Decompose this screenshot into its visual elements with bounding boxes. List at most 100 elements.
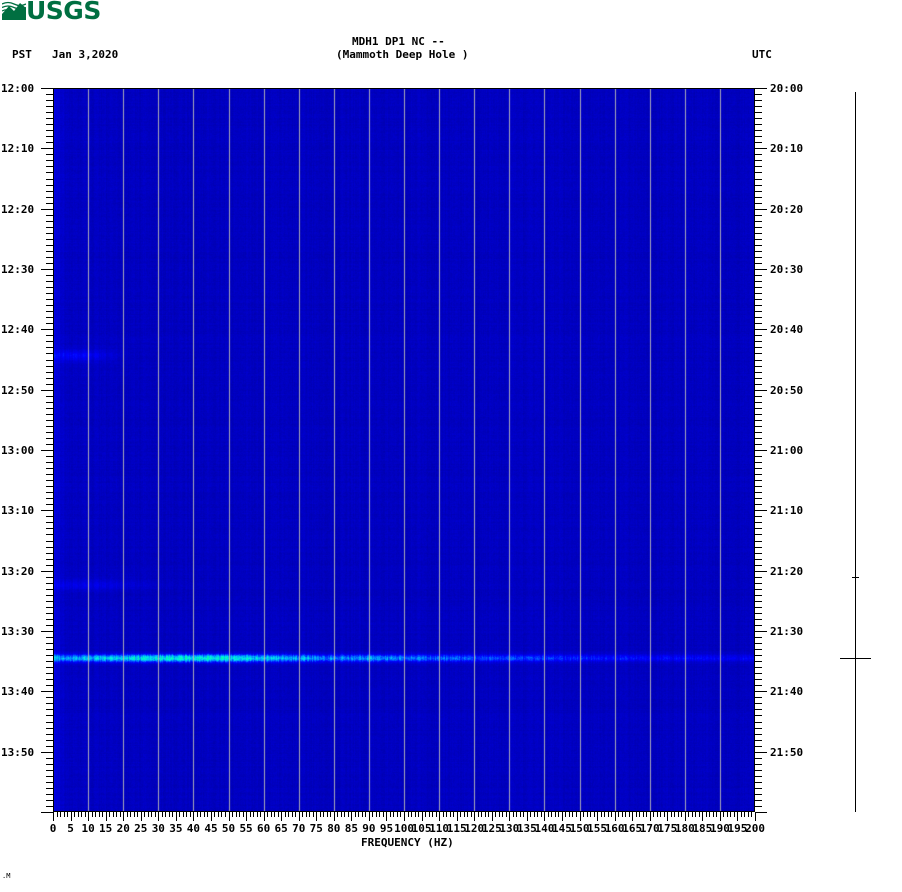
time-axis-utc-minor-tick: [755, 776, 762, 777]
frequency-axis-label: 15: [99, 822, 113, 835]
frequency-axis-minor-tick: [92, 812, 93, 817]
time-axis-pst-minor-tick: [46, 172, 53, 173]
frequency-axis-major-tick: [580, 812, 581, 821]
frequency-axis-minor-tick: [660, 812, 661, 817]
frequency-axis-minor-tick: [151, 812, 152, 817]
frequency-axis-minor-tick: [520, 812, 521, 817]
frequency-axis-minor-tick: [183, 812, 184, 817]
frequency-axis-minor-tick: [207, 812, 208, 817]
usgs-logo: USGS: [1, 0, 101, 26]
time-axis-pst-minor-tick: [46, 685, 53, 686]
frequency-axis-minor-tick: [537, 812, 538, 817]
frequency-axis-minor-tick: [74, 812, 75, 817]
frequency-axis-minor-tick: [172, 812, 173, 817]
time-axis-pst-minor-tick: [46, 728, 53, 729]
frequency-axis-minor-tick: [330, 812, 331, 817]
frequency-axis-label: 115: [446, 822, 467, 835]
time-axis-utc-minor-tick: [755, 607, 762, 608]
time-axis-pst-minor-tick: [46, 468, 53, 469]
frequency-axis-minor-tick: [257, 812, 258, 817]
frequency-axis-minor-tick: [534, 812, 535, 817]
time-axis-utc-major-tick: [755, 571, 767, 572]
time-axis-utc-minor-tick: [755, 728, 762, 729]
frequency-axis-label: 105: [411, 822, 432, 835]
time-axis-pst-minor-tick: [46, 722, 53, 723]
time-axis-utc-major-tick: [755, 269, 767, 270]
time-axis-utc-minor-tick: [755, 420, 762, 421]
time-axis-utc-minor-tick: [755, 589, 762, 590]
usgs-wordmark: USGS: [26, 0, 101, 25]
frequency-axis-minor-tick: [327, 812, 328, 817]
time-axis-utc-minor-tick: [755, 215, 762, 216]
time-axis-pst-major-tick: [41, 209, 53, 210]
time-axis-pst-minor-tick: [46, 643, 53, 644]
time-axis-utc-minor-tick: [755, 366, 762, 367]
frequency-axis-minor-tick: [292, 812, 293, 817]
time-axis-utc-minor-tick: [755, 800, 762, 801]
frequency-axis-minor-tick: [288, 812, 289, 817]
frequency-axis-major-tick: [281, 812, 282, 821]
frequency-axis-label: 180: [674, 822, 695, 835]
frequency-axis-minor-tick: [337, 812, 338, 817]
time-axis-utc-minor-tick: [755, 197, 762, 198]
minor-marker: [852, 577, 859, 578]
time-axis-utc-minor-tick: [755, 770, 762, 771]
frequency-axis-minor-tick: [695, 812, 696, 817]
frequency-axis-minor-tick: [355, 812, 356, 817]
frequency-axis-minor-tick: [109, 812, 110, 817]
date-label: Jan 3,2020: [52, 48, 119, 61]
time-axis-utc-minor-tick: [755, 281, 762, 282]
frequency-axis-major-tick: [351, 812, 352, 821]
frequency-axis-minor-tick: [608, 812, 609, 817]
frequency-axis-label: 165: [622, 822, 643, 835]
time-axis-utc-minor-tick: [755, 764, 762, 765]
time-axis-utc-minor-tick: [755, 794, 762, 795]
time-axis-pst-minor-tick: [46, 426, 53, 427]
time-axis-pst-minor-tick: [46, 275, 53, 276]
time-axis-pst-label: 12:10: [1, 142, 35, 156]
time-axis-pst-minor-tick: [46, 263, 53, 264]
frequency-axis-minor-tick: [218, 812, 219, 817]
time-axis-pst-minor-tick: [46, 414, 53, 415]
frequency-axis-major-tick: [369, 812, 370, 821]
time-axis-pst-minor-tick: [46, 154, 53, 155]
frequency-axis-minor-tick: [214, 812, 215, 817]
time-axis-pst-minor-tick: [46, 299, 53, 300]
time-axis-pst-minor-tick: [46, 366, 53, 367]
frequency-axis-minor-tick: [102, 812, 103, 817]
time-axis-pst-minor-tick: [46, 341, 53, 342]
frequency-axis-minor-tick: [348, 812, 349, 817]
time-axis-pst-minor-tick: [46, 372, 53, 373]
time-axis-pst-minor-tick: [46, 305, 53, 306]
frequency-axis-minor-tick: [688, 812, 689, 817]
frequency-axis-label: 65: [274, 822, 288, 835]
time-axis-utc-minor-tick: [755, 637, 762, 638]
station-title-line1: MDH1 DP1 NC --: [352, 35, 445, 48]
frequency-axis-label: 90: [362, 822, 376, 835]
time-axis-pst-minor-tick: [46, 746, 53, 747]
time-axis-utc-minor-tick: [755, 263, 762, 264]
frequency-axis-minor-tick: [453, 812, 454, 817]
time-axis-pst-minor-tick: [46, 607, 53, 608]
frequency-axis-major-tick: [123, 812, 124, 821]
time-axis-pst-minor-tick: [46, 245, 53, 246]
frequency-axis-minor-tick: [344, 812, 345, 817]
frequency-axis-minor-tick: [379, 812, 380, 817]
time-axis-pst-minor-tick: [46, 130, 53, 131]
frequency-axis-major-tick: [685, 812, 686, 821]
time-axis-utc-minor-tick: [755, 360, 762, 361]
frequency-axis-label: 75: [309, 822, 323, 835]
frequency-axis-major-tick: [702, 812, 703, 821]
frequency-axis-label: 185: [692, 822, 713, 835]
frequency-axis-minor-tick: [699, 812, 700, 817]
frequency-axis-minor-tick: [481, 812, 482, 817]
frequency-axis-label: 155: [587, 822, 608, 835]
time-axis-pst-minor-tick: [46, 317, 53, 318]
time-axis-utc-minor-tick: [755, 685, 762, 686]
time-axis-pst-minor-tick: [46, 384, 53, 385]
time-axis-pst-label: 12:30: [1, 263, 35, 276]
time-axis-utc-minor-tick: [755, 245, 762, 246]
frequency-axis-minor-tick: [548, 812, 549, 817]
time-axis-pst-minor-tick: [46, 806, 53, 807]
frequency-axis-label: 10: [81, 822, 95, 835]
